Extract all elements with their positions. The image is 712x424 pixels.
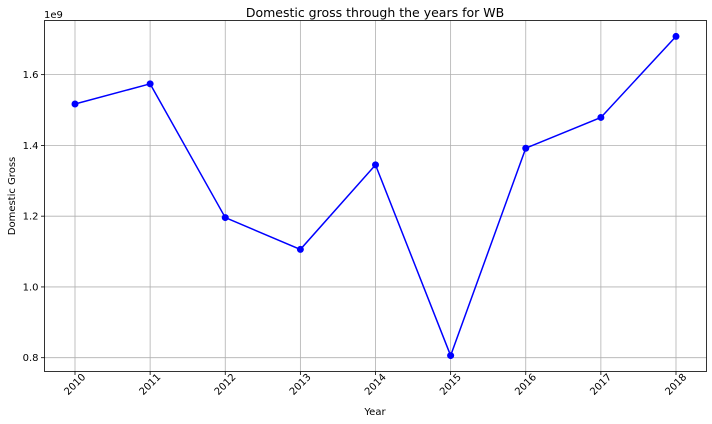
y-axis-label: Domestic Gross <box>7 157 18 235</box>
data-point <box>522 144 530 152</box>
y-tick-label: 1.2 <box>23 212 39 223</box>
data-point <box>71 100 79 108</box>
y-tick-label: 1.4 <box>23 141 39 152</box>
x-axis-label: Year <box>363 407 386 418</box>
y-offset-label: 1e9 <box>44 10 63 21</box>
chart-title: Domestic gross through the years for WB <box>246 5 504 20</box>
data-point <box>221 214 229 222</box>
data-point <box>447 352 455 360</box>
data-point <box>146 80 154 88</box>
y-tick-label: 1.6 <box>23 70 39 81</box>
y-axis-ticks: 0.8 1.0 1.2 1.4 1.6 <box>23 70 45 364</box>
data-point <box>672 32 680 40</box>
data-point <box>372 161 379 169</box>
series-layer <box>71 32 680 360</box>
y-tick-label: 0.8 <box>23 353 39 364</box>
data-point <box>597 113 605 121</box>
y-tick-label: 1.0 <box>23 282 39 293</box>
grid-lines <box>44 20 707 372</box>
data-point <box>296 245 304 253</box>
